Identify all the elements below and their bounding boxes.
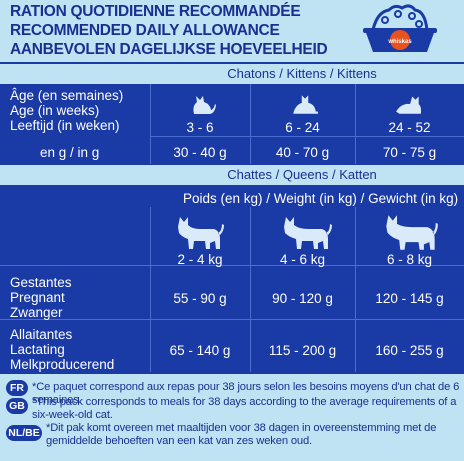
badge-nlbe: NL/BE xyxy=(6,425,42,441)
medium-cat-icon xyxy=(284,217,332,249)
pregnant-amount-2: 90 - 120 g xyxy=(272,291,333,306)
grams-label: en g / in g xyxy=(40,145,100,160)
badge-fr: FR xyxy=(6,380,28,396)
kitten-age-2: 6 - 24 xyxy=(285,120,320,135)
age-label-nl: Leeftijd (in weken) xyxy=(10,118,120,133)
note-fr: *Ce paquet correspond aux repas pour 38 … xyxy=(32,381,460,406)
pregnant-label-fr: Gestantes xyxy=(10,275,72,290)
lactating-label-nl: Melkproducerend xyxy=(10,357,115,372)
small-cat-icon xyxy=(178,217,224,249)
large-kitten-icon xyxy=(396,96,422,114)
age-label-en: Age (in weeks) xyxy=(10,103,100,118)
divider xyxy=(0,319,464,320)
kitten-amount-2: 40 - 70 g xyxy=(275,145,330,160)
pregnant-amount-3: 120 - 145 g xyxy=(375,291,444,306)
queens-header-bar: Chattes / Queens / Katten xyxy=(0,165,464,185)
footnotes: FR *Ce paquet correspond aux repas pour … xyxy=(0,374,464,461)
large-cat-icon xyxy=(386,215,438,250)
badge-gb: GB xyxy=(6,398,28,414)
kitten-age-1: 3 - 6 xyxy=(186,120,214,135)
kitten-amount-1: 30 - 40 g xyxy=(173,145,227,160)
pregnant-label-en: Pregnant xyxy=(10,290,65,305)
pregnant-amount-1: 55 - 90 g xyxy=(173,291,227,306)
lactating-label-fr: Allaitantes xyxy=(10,327,73,342)
lactating-label-en: Lactating xyxy=(10,342,65,357)
medium-kitten-icon xyxy=(293,95,318,114)
lactating-amount-1: 65 - 140 g xyxy=(169,343,231,358)
whiskas-logo-text: whiskas xyxy=(387,39,412,45)
lactating-amount-3: 160 - 255 g xyxy=(375,343,444,358)
queen-weight-3: 6 - 8 kg xyxy=(386,252,433,267)
divider xyxy=(150,207,151,372)
divider xyxy=(355,207,356,372)
kittens-header: Chatons / Kittens / Kittens xyxy=(227,66,377,81)
note-gb: *This pack corresponds to meals for 38 d… xyxy=(32,396,457,421)
age-label-fr: Âge (en semaines) xyxy=(10,88,124,103)
small-kitten-icon xyxy=(193,96,216,114)
kitten-amount-3: 70 - 75 g xyxy=(382,145,437,160)
queen-weight-1: 2 - 4 kg xyxy=(177,252,223,267)
weight-label: Poids (en kg) / Weight (in kg) / Gewicht… xyxy=(183,191,459,206)
lactating-amount-2: 115 - 200 g xyxy=(268,343,337,358)
kitten-age-3: 24 - 52 xyxy=(388,120,431,135)
divider xyxy=(150,136,464,137)
title-nl: AANBEVOLEN DAGELIJKSE HOEVEELHEID xyxy=(10,41,328,58)
divider xyxy=(250,207,251,372)
divider xyxy=(355,84,356,164)
divider xyxy=(0,265,464,266)
guide-header: RATION QUOTIDIENNE RECOMMANDÉE RECOMMEND… xyxy=(0,0,464,62)
divider xyxy=(150,84,151,164)
pregnant-label-nl: Zwanger xyxy=(10,305,63,320)
title-en: RECOMMENDED DAILY ALLOWANCE xyxy=(10,22,280,39)
note-nlbe: *Dit pak komt overeen met maaltijden voo… xyxy=(46,422,437,447)
food-bowl-icon: whiskas xyxy=(363,4,437,52)
title-fr: RATION QUOTIDIENNE RECOMMANDÉE xyxy=(10,3,301,20)
kittens-header-bar: Chatons / Kittens / Kittens xyxy=(0,64,464,84)
divider xyxy=(250,84,251,164)
queens-header: Chattes / Queens / Katten xyxy=(227,167,377,182)
queen-weight-2: 4 - 6 kg xyxy=(279,252,326,267)
